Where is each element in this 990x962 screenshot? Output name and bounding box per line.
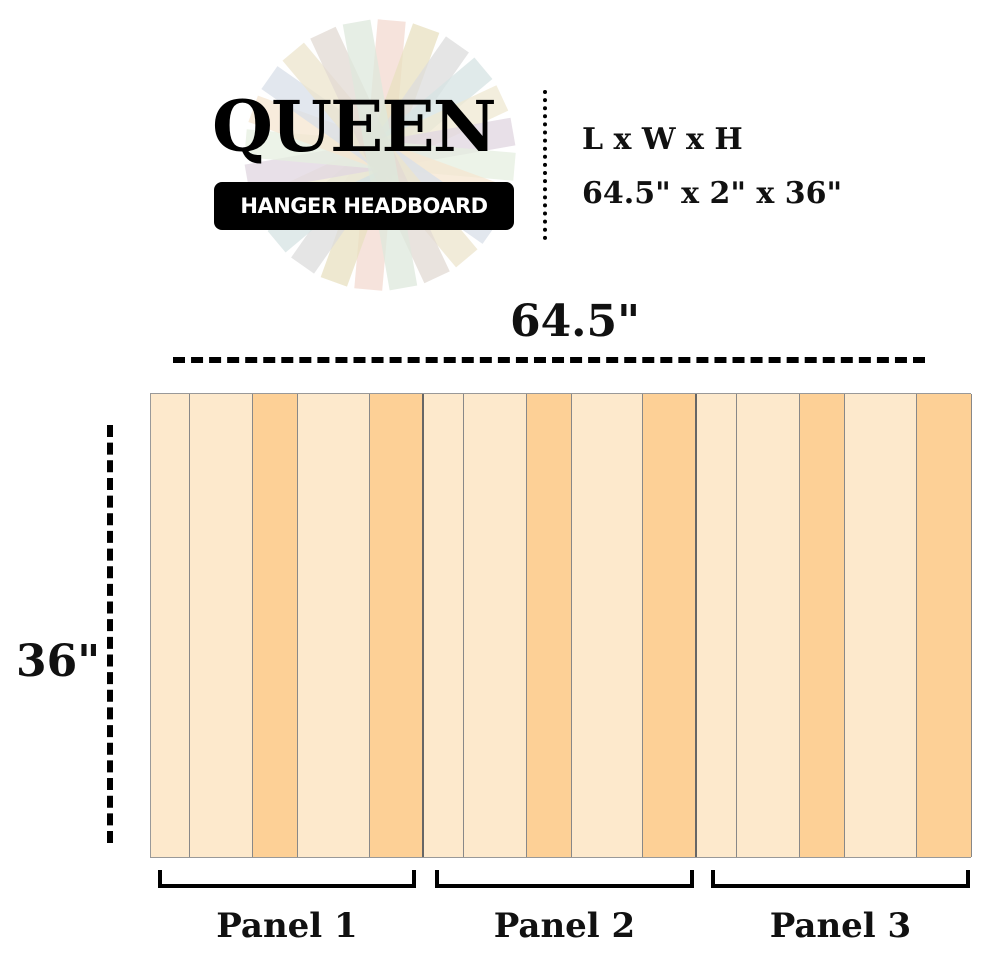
width-label: 64.5" xyxy=(509,296,641,347)
plank-light xyxy=(190,394,253,857)
plank-dark xyxy=(800,394,845,857)
plank-light xyxy=(298,394,370,857)
subtitle-badge: HANGER HEADBOARD xyxy=(214,182,514,230)
spec-value: 64.5" x 2" x 36" xyxy=(582,176,843,211)
panel-label: Panel 3 xyxy=(769,906,912,946)
plank-light xyxy=(151,394,190,857)
width-dimension-line xyxy=(173,357,925,363)
plank-light xyxy=(737,394,800,857)
panel-bracket xyxy=(711,870,970,888)
page-title: QUEEN xyxy=(212,85,497,168)
plank-dark xyxy=(527,394,572,857)
panel-label: Panel 1 xyxy=(216,906,358,946)
headboard-diagram xyxy=(150,393,972,858)
plank-light xyxy=(424,394,464,857)
plank-light xyxy=(697,394,737,857)
panel-bracket xyxy=(158,870,416,888)
panel-bracket xyxy=(435,870,694,888)
plank-dark xyxy=(370,394,424,857)
spec-label: L x W x H xyxy=(582,122,743,157)
plank-dark xyxy=(917,394,972,857)
height-label: 36" xyxy=(16,636,101,687)
plank-light xyxy=(572,394,643,857)
plank-dark xyxy=(253,394,298,857)
plank-light xyxy=(464,394,527,857)
divider xyxy=(543,90,547,240)
panel-label: Panel 2 xyxy=(493,906,636,946)
plank-light xyxy=(845,394,917,857)
height-dimension-line xyxy=(107,425,113,843)
plank-dark xyxy=(643,394,697,857)
